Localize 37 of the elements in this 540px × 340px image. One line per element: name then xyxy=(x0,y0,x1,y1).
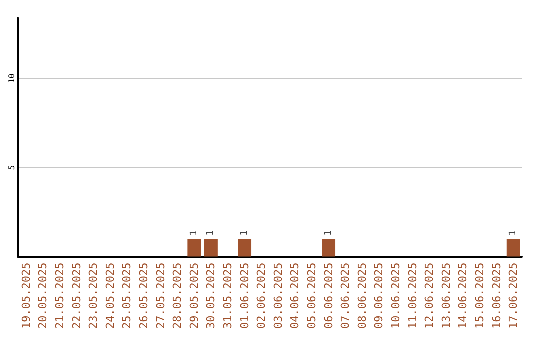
x-tick-label: 17.06.2025 xyxy=(507,262,520,330)
x-tick-label: 04.06.2025 xyxy=(288,262,302,330)
x-tick-label: 24.05.2025 xyxy=(104,262,117,330)
x-tick-label: 01.06.2025 xyxy=(238,262,252,330)
x-tick-label: 26.05.2025 xyxy=(138,262,150,330)
data-label: 1 xyxy=(189,230,200,236)
x-tick-label: 27.05.2025 xyxy=(154,262,168,330)
x-tick-label: 07.06.2025 xyxy=(339,262,352,330)
y-tick-label: 5 xyxy=(8,165,16,170)
x-tick-label: 09.06.2025 xyxy=(372,262,386,330)
x-tick-label: 02.06.2025 xyxy=(255,262,268,330)
y-tick-label: 10 xyxy=(8,74,16,84)
x-tick-label: 31.05.2025 xyxy=(222,262,234,330)
x-tick-label: 03.06.2025 xyxy=(272,262,285,330)
x-tick-label: 22.05.2025 xyxy=(70,262,84,330)
x-tick-label: 16.06.2025 xyxy=(490,262,504,330)
data-label: 1 xyxy=(240,230,250,236)
x-tick-label: 28.05.2025 xyxy=(171,262,184,330)
x-tick-label: 25.05.2025 xyxy=(120,262,134,330)
data-label: 1 xyxy=(324,230,334,236)
x-tick-label: 15.06.2025 xyxy=(474,262,486,330)
x-tick-label: 21.05.2025 xyxy=(54,262,66,330)
x-tick-label: 13.06.2025 xyxy=(440,262,453,330)
data-label: 1 xyxy=(206,230,216,236)
x-tick-label: 05.06.2025 xyxy=(306,262,318,330)
x-tick-label: 20.05.2025 xyxy=(36,262,50,330)
x-tick-label: 06.06.2025 xyxy=(322,262,336,330)
x-tick-label: 08.06.2025 xyxy=(356,262,369,330)
x-tick-label: 14.06.2025 xyxy=(456,262,470,330)
x-tick-label: 29.05.2025 xyxy=(188,262,201,330)
x-tick-label: 10.06.2025 xyxy=(390,262,402,330)
data-label: 1 xyxy=(508,230,519,236)
x-tick-label: 12.06.2025 xyxy=(423,262,436,330)
x-tick-label: 30.05.2025 xyxy=(204,262,218,330)
x-tick-label: 19.05.2025 xyxy=(20,262,33,330)
x-tick-label: 23.05.2025 xyxy=(87,262,100,330)
x-tick-label: 11.06.2025 xyxy=(406,262,420,330)
